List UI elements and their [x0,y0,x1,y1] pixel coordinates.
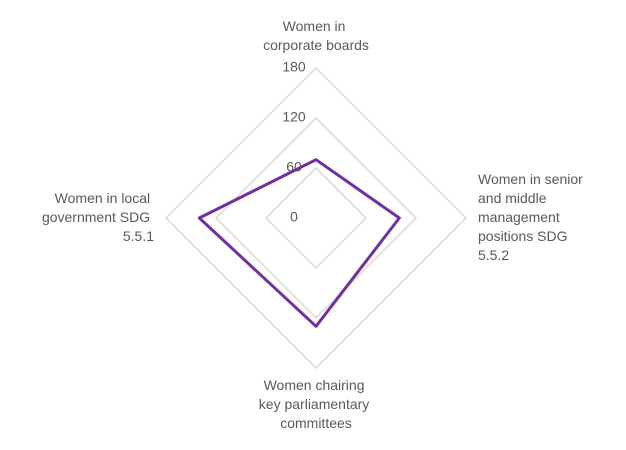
grid-ring [164,66,468,370]
grid-ring [264,166,368,270]
category-label: Women in corporate boards [263,18,369,53]
r-tick-label: 0 [290,209,298,225]
r-tick-label: 60 [286,159,302,175]
r-tick-label: 180 [282,59,306,75]
r-tick-label: 120 [282,109,306,125]
category-label: Women in local government SDG 5.5.1 [42,190,154,244]
category-label: Women in senior and middle management po… [478,171,587,263]
grid-ring [214,116,418,320]
category-label: Women chairing key parliamentary committ… [259,377,373,431]
radar-line [197,158,401,328]
